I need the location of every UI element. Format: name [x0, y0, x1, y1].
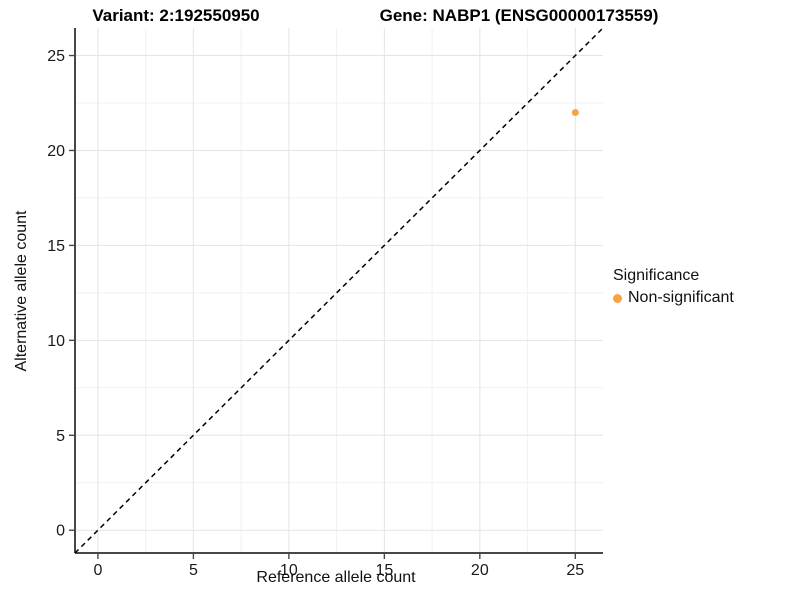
legend-item-label: Non-significant [628, 289, 734, 306]
y-tick-label: 20 [47, 143, 65, 160]
legend-title: Significance [613, 267, 700, 284]
legend: Significance Non-significant [613, 267, 734, 307]
y-tick-label: 15 [47, 238, 65, 255]
y-tick-label: 0 [56, 523, 65, 540]
y-tick-label: 10 [47, 333, 65, 350]
legend-point-icon [613, 293, 622, 303]
gene-title: Gene: NABP1 (ENSG00000173559) [379, 6, 659, 25]
legend-item: Non-significant [613, 289, 734, 307]
x-axis-title: Reference allele count [256, 569, 416, 586]
x-tick-label: 0 [93, 562, 102, 579]
x-tick-label: 25 [566, 562, 584, 579]
x-tick-label: 20 [471, 562, 489, 579]
y-axis-title: Alternative allele count [13, 210, 30, 372]
x-tick-label: 10 [280, 562, 298, 579]
y-tick-label: 5 [56, 428, 65, 445]
identity-dashed-line [74, 27, 604, 554]
variant-title: Variant: 2:192550950 [92, 6, 260, 25]
data-point [571, 108, 579, 116]
x-tick-label: 5 [189, 562, 198, 579]
x-tick-label: 15 [375, 562, 393, 579]
y-tick-label: 25 [47, 48, 65, 65]
